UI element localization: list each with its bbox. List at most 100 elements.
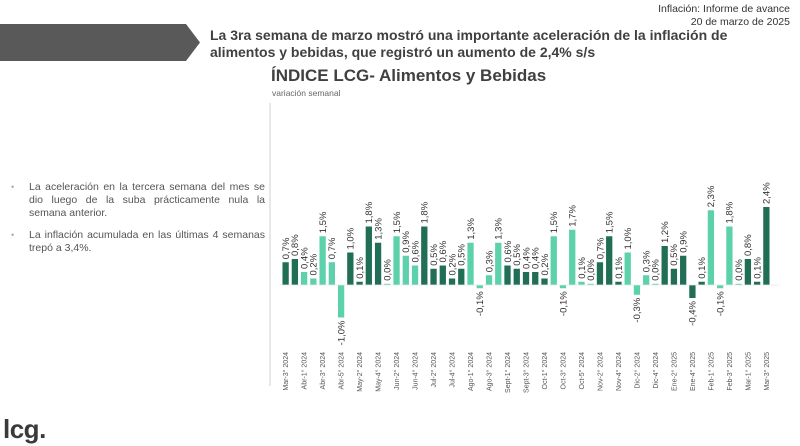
- x-tick-label: Jul-4° 2024: [449, 352, 457, 388]
- bar: [513, 268, 520, 285]
- bar: [504, 265, 511, 285]
- value-label: -0,4%: [688, 300, 699, 325]
- bar: [550, 236, 557, 285]
- lcg-logo: lcg.: [3, 414, 46, 444]
- value-label: 0,5%: [429, 244, 440, 266]
- bar: [430, 268, 437, 285]
- value-label: 0,2%: [447, 253, 458, 275]
- value-label: 0,5%: [512, 244, 523, 266]
- bar: [411, 265, 419, 285]
- value-label: 0,8%: [743, 234, 754, 256]
- value-label: 1,5%: [549, 211, 560, 233]
- bar: [698, 281, 705, 285]
- value-label: 0,7%: [595, 237, 606, 259]
- value-label: -0,3%: [632, 297, 643, 322]
- bar: [541, 278, 548, 285]
- value-labels-group: 0,7%0,8%0,4%0,2%1,5%0,7%-1,0%1,0%0,1%1,8…: [281, 182, 773, 346]
- value-label: 0,2%: [309, 253, 320, 275]
- report-name: Inflación: Informe de avance: [658, 3, 790, 15]
- x-tick-label: Abr-1° 2024: [301, 352, 309, 390]
- bullet-text: La inflación acumulada en las últimas 4 …: [29, 229, 265, 254]
- value-label: 0,3%: [641, 250, 652, 272]
- value-label: 1,3%: [494, 218, 505, 240]
- x-tick-label: Feb-1° 2025: [707, 352, 715, 391]
- x-tick-label: Dic-4° 2024: [652, 352, 660, 389]
- x-tick-label: Jul-2° 2024: [430, 352, 438, 388]
- x-tick-label: Abr-5° 2024: [338, 352, 346, 390]
- value-label: 0,1%: [697, 257, 708, 279]
- bar: [763, 207, 770, 285]
- value-label: 0,4%: [521, 247, 532, 269]
- value-label: 0,6%: [438, 240, 449, 262]
- value-label: 0,4%: [299, 247, 310, 269]
- value-label: 2,4%: [762, 182, 773, 204]
- banner-shape: [0, 24, 200, 61]
- bar: [522, 272, 530, 285]
- value-label: 0,3%: [484, 250, 495, 272]
- value-label: 0,0%: [586, 259, 597, 281]
- value-label: 0,5%: [669, 244, 680, 266]
- x-tick-label: Abr-3° 2024: [319, 352, 327, 390]
- bar: [495, 242, 502, 285]
- bar: [337, 285, 345, 318]
- headline: La 3ra semana de marzo mostró una import…: [210, 27, 728, 60]
- bar: [448, 278, 456, 285]
- bar: [735, 283, 742, 285]
- bar: [569, 229, 576, 285]
- x-tick-label: Dic-2° 2024: [633, 352, 641, 389]
- x-tick-label: Ene-4° 2025: [689, 352, 697, 391]
- value-label: 1,8%: [420, 201, 431, 223]
- bar: [439, 265, 446, 285]
- bar: [467, 242, 474, 285]
- bullet-list: • La aceleración en la tercera semana de…: [10, 181, 265, 264]
- bullet-item: • La inflación acumulada en las últimas …: [10, 229, 265, 255]
- bar: [689, 285, 696, 298]
- x-tick-label: Jun-2° 2024: [393, 352, 401, 390]
- chart-subtitle: variación semanal: [272, 88, 341, 98]
- value-label: -1,0%: [336, 320, 347, 345]
- bar: [310, 278, 317, 285]
- report-date: 20 de marzo de 2025: [690, 16, 790, 28]
- bar: [356, 281, 363, 285]
- bar: [643, 275, 650, 285]
- bar: [402, 255, 409, 285]
- value-label: 1,2%: [660, 221, 671, 243]
- bar: [300, 272, 308, 285]
- value-label: 0,1%: [752, 257, 763, 279]
- report-meta: Inflación: Informe de avance 20 de marzo…: [658, 3, 790, 29]
- value-label: 1,7%: [568, 205, 579, 227]
- bar: [753, 281, 761, 285]
- bullet-item: • La aceleración en la tercera semana de…: [10, 181, 265, 220]
- value-label: 2,3%: [706, 185, 717, 207]
- bar: [717, 285, 724, 289]
- x-tick-label: Ago-1° 2024: [467, 352, 475, 391]
- bar: [384, 283, 391, 285]
- value-label: 0,1%: [614, 257, 625, 279]
- value-label: 0,8%: [290, 234, 301, 256]
- bar: [652, 283, 659, 285]
- bar: [624, 252, 631, 285]
- bar: [606, 236, 613, 285]
- value-label: 0,9%: [401, 231, 412, 253]
- value-label: 0,1%: [577, 257, 588, 279]
- value-label: 0,0%: [651, 259, 662, 281]
- x-tick-labels-group: Mar-3° 2024 Abr-1° 2024 Abr-3° 2024 Abr-5° …: [282, 352, 771, 393]
- value-label: 1,0%: [346, 227, 357, 249]
- value-label: -0,1%: [558, 291, 569, 316]
- bullet-dot-icon: •: [11, 182, 15, 192]
- headline-banner-arrow: [0, 24, 200, 61]
- bar: [661, 246, 668, 285]
- bar: [347, 252, 354, 285]
- value-label: 1,8%: [725, 201, 736, 223]
- x-tick-label: Oct-3° 2024: [559, 352, 567, 390]
- value-label: 0,2%: [540, 253, 551, 275]
- value-label: 0,7%: [281, 237, 292, 259]
- chart-title: ÍNDICE LCG- Alimentos y Bebidas: [271, 66, 547, 85]
- value-label: 1,3%: [373, 218, 384, 240]
- value-label: 1,0%: [623, 227, 634, 249]
- bar: [532, 272, 539, 285]
- value-label: 1,3%: [466, 218, 477, 240]
- value-label: 0,0%: [383, 259, 394, 281]
- x-tick-label: May-2° 2024: [356, 352, 364, 392]
